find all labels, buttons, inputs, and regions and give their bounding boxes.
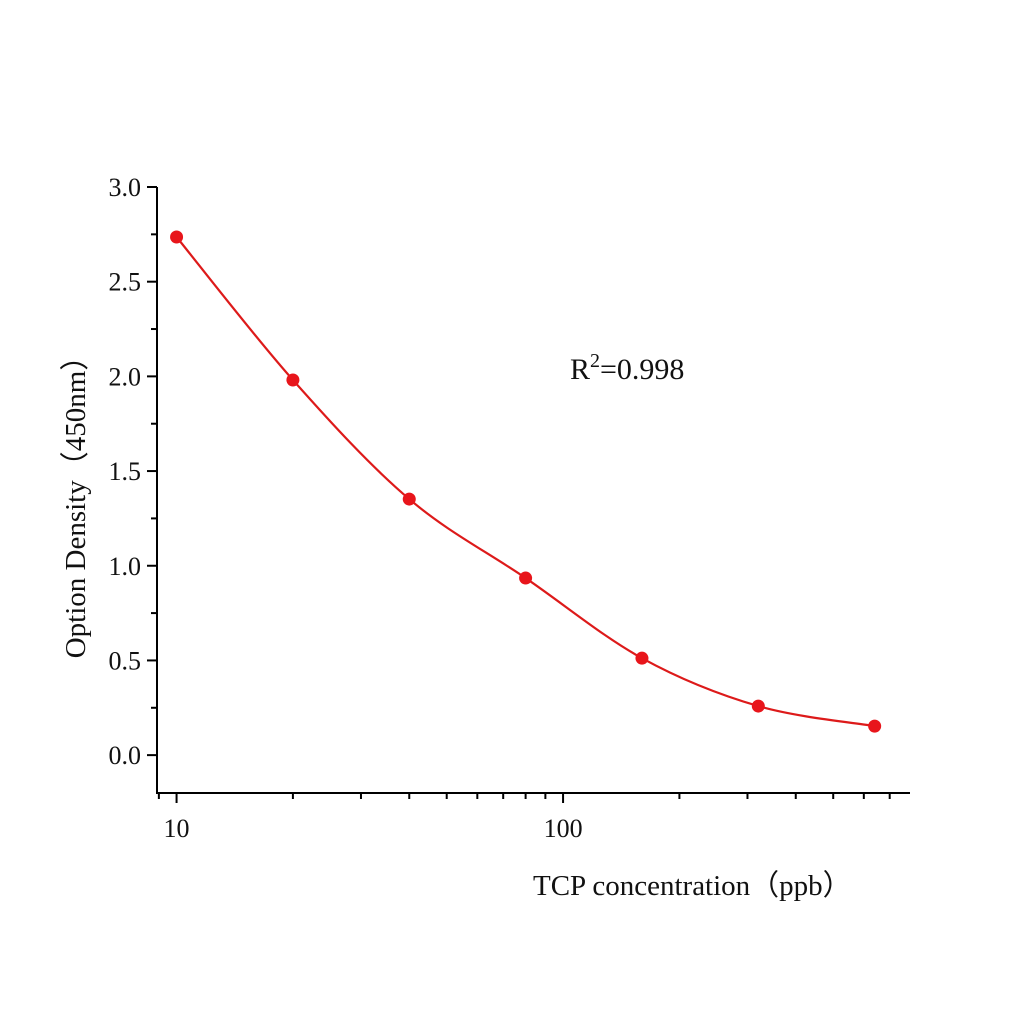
data-point [170,230,184,244]
data-point [286,373,300,387]
y-tick-label: 1.5 [109,457,142,486]
y-tick-label: 1.0 [109,552,142,581]
x-tick-label: 100 [544,814,583,843]
y-tick-label: 2.0 [109,362,142,391]
y-axis-label: Option Density（450nm） [60,342,92,659]
r-squared-annotation: R2=0.998 [570,350,684,386]
x-tick-label: 10 [164,814,190,843]
y-tick-label: 0.5 [109,646,142,675]
y-tick-label: 0.0 [109,741,142,770]
x-axis-label: TCP concentration（ppb） [533,870,852,902]
axes [147,186,910,803]
data-point [402,492,416,506]
fit-curve [175,236,875,728]
data-point [751,699,765,713]
y-tick-label: 2.5 [109,268,142,297]
data-points [170,230,882,733]
tick-labels: 0.0 0.5 1.0 1.5 2.0 2.5 3.0 10 100 [109,173,583,843]
data-point [519,571,533,585]
y-tick-label: 3.0 [109,173,142,202]
data-point [635,651,649,665]
data-point [868,719,882,733]
